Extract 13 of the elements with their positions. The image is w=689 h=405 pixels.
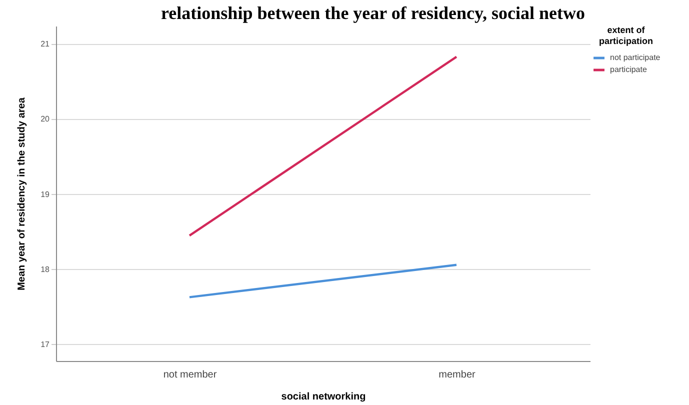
legend-label: not participate (610, 53, 661, 62)
x-tick-label: not member (163, 370, 218, 380)
x-axis-title: social networking (281, 392, 366, 402)
x-tick-label: member (438, 370, 476, 380)
y-tick-label: 20 (40, 114, 50, 124)
legend-label: participate (610, 65, 648, 74)
y-tick-label: 17 (40, 340, 50, 349)
y-tick-label: 19 (40, 190, 50, 199)
chart-title: relationship between the year of residency, social netwo (161, 3, 585, 23)
y-tick-label: 18 (40, 264, 50, 274)
y-tick-label: 21 (40, 40, 50, 49)
legend-title: extent of participation (598, 25, 654, 46)
y-axis-title: Mean year of residency in the study area (16, 97, 28, 290)
